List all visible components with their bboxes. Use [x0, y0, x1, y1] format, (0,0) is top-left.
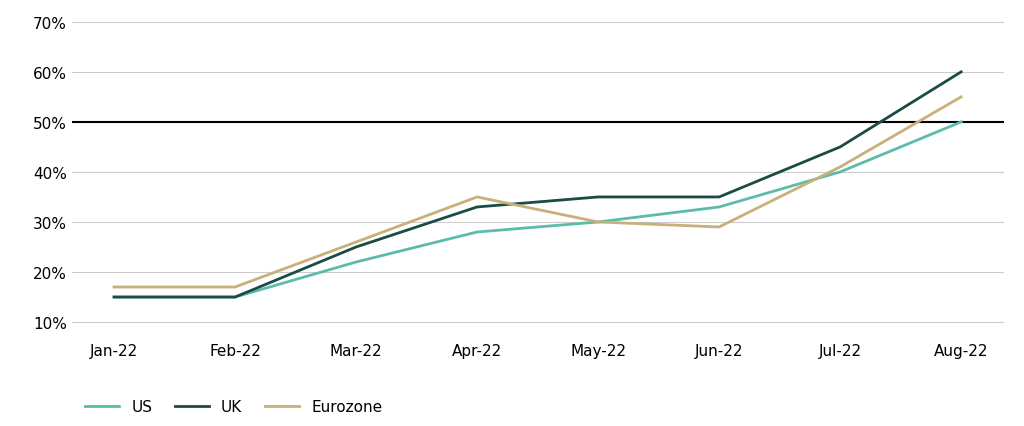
UK — [834, 145, 846, 150]
US — [350, 260, 362, 265]
US — [713, 205, 725, 210]
Line: US: US — [114, 123, 962, 297]
US — [955, 120, 968, 125]
US — [592, 220, 604, 225]
Eurozone — [834, 165, 846, 170]
UK — [108, 295, 120, 300]
Eurozone — [108, 285, 120, 290]
US — [229, 295, 242, 300]
Line: Eurozone: Eurozone — [114, 98, 962, 288]
UK — [350, 245, 362, 250]
Legend: US, UK, Eurozone: US, UK, Eurozone — [79, 393, 388, 420]
UK — [955, 70, 968, 75]
US — [834, 170, 846, 175]
Eurozone — [592, 220, 604, 225]
US — [108, 295, 120, 300]
UK — [471, 205, 483, 210]
Eurozone — [955, 95, 968, 100]
UK — [592, 195, 604, 200]
UK — [713, 195, 725, 200]
Eurozone — [350, 240, 362, 245]
UK — [229, 295, 242, 300]
Eurozone — [229, 285, 242, 290]
US — [471, 230, 483, 235]
Eurozone — [471, 195, 483, 200]
Eurozone — [713, 225, 725, 230]
Line: UK: UK — [114, 73, 962, 297]
